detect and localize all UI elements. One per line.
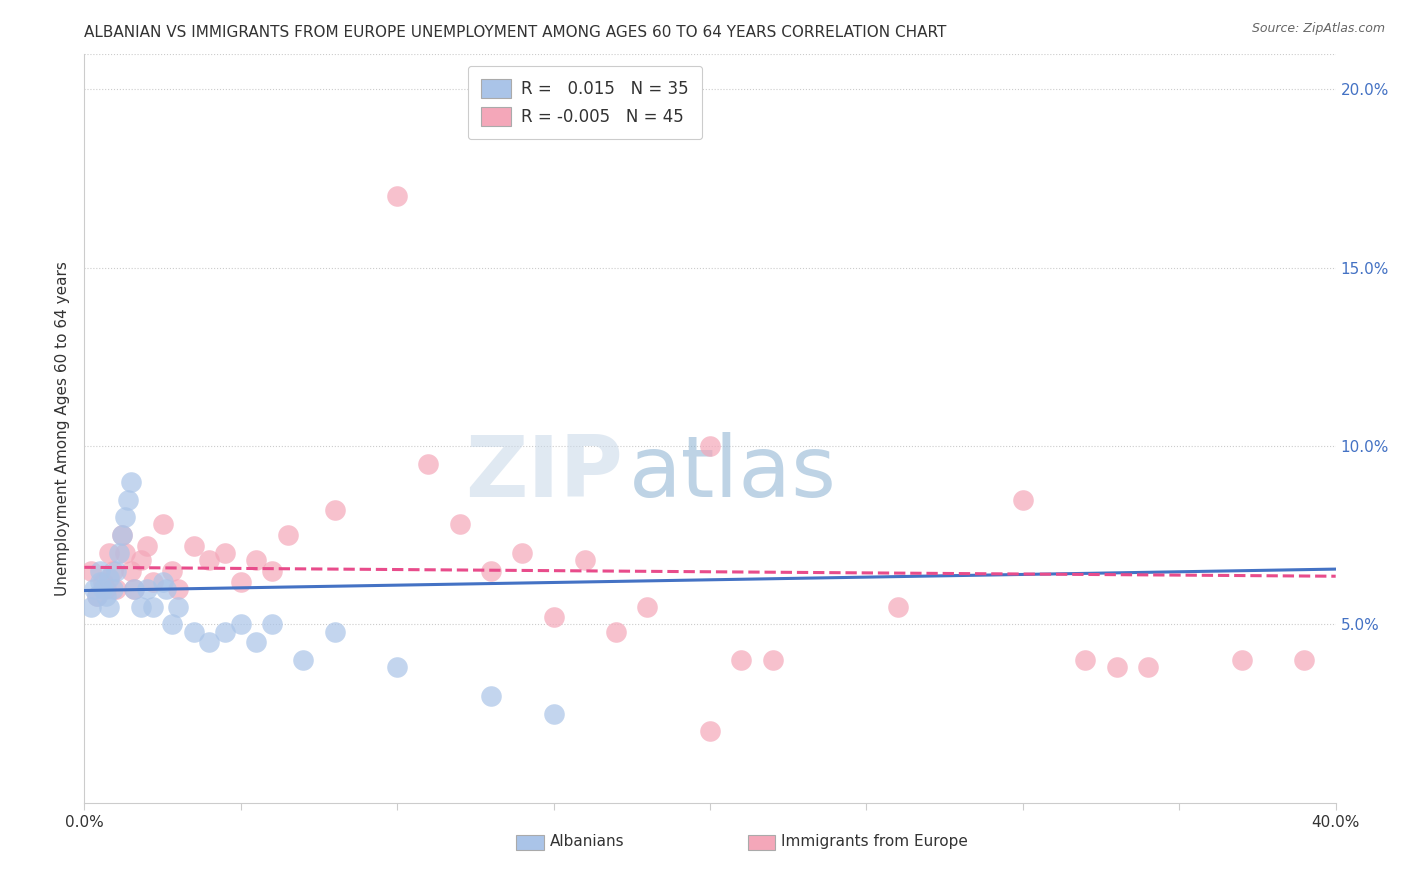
Albanians xyxy=(117,492,139,507)
Immigrants from Europe xyxy=(86,589,108,603)
Albanians xyxy=(98,599,121,614)
Albanians xyxy=(104,564,127,578)
Albanians xyxy=(124,582,146,596)
Albanians xyxy=(107,546,129,560)
Immigrants from Europe xyxy=(245,553,267,567)
Immigrants from Europe xyxy=(762,653,785,667)
Immigrants from Europe xyxy=(104,582,127,596)
FancyBboxPatch shape xyxy=(748,835,775,850)
Immigrants from Europe xyxy=(605,624,627,639)
Immigrants from Europe xyxy=(1230,653,1253,667)
Albanians xyxy=(111,528,134,542)
Immigrants from Europe xyxy=(91,574,114,589)
Albanians xyxy=(86,589,108,603)
Immigrants from Europe xyxy=(887,599,910,614)
Albanians xyxy=(136,582,159,596)
Albanians xyxy=(114,510,136,524)
Albanians xyxy=(79,599,101,614)
Text: Source: ZipAtlas.com: Source: ZipAtlas.com xyxy=(1251,22,1385,36)
Immigrants from Europe xyxy=(262,564,284,578)
Albanians xyxy=(120,475,142,489)
Albanians xyxy=(543,706,565,721)
Immigrants from Europe xyxy=(730,653,752,667)
Immigrants from Europe xyxy=(214,546,236,560)
Text: Immigrants from Europe: Immigrants from Europe xyxy=(782,833,969,848)
Immigrants from Europe xyxy=(1136,660,1159,674)
Albanians xyxy=(292,653,315,667)
Immigrants from Europe xyxy=(479,564,502,578)
Albanians xyxy=(214,624,236,639)
Albanians xyxy=(229,617,252,632)
Immigrants from Europe xyxy=(699,439,721,453)
Immigrants from Europe xyxy=(574,553,596,567)
Immigrants from Europe xyxy=(323,503,346,517)
Immigrants from Europe xyxy=(160,564,183,578)
Immigrants from Europe xyxy=(129,553,152,567)
Immigrants from Europe xyxy=(114,546,136,560)
Immigrants from Europe xyxy=(136,539,159,553)
Immigrants from Europe xyxy=(111,528,134,542)
FancyBboxPatch shape xyxy=(516,835,544,850)
Albanians xyxy=(155,582,177,596)
Legend: R =   0.015   N = 35, R = -0.005   N = 45: R = 0.015 N = 35, R = -0.005 N = 45 xyxy=(468,66,702,139)
Immigrants from Europe xyxy=(120,564,142,578)
Immigrants from Europe xyxy=(79,564,101,578)
Y-axis label: Unemployment Among Ages 60 to 64 years: Unemployment Among Ages 60 to 64 years xyxy=(55,260,70,596)
Immigrants from Europe xyxy=(96,582,118,596)
Albanians xyxy=(385,660,409,674)
Immigrants from Europe xyxy=(449,517,471,532)
Immigrants from Europe xyxy=(229,574,252,589)
Immigrants from Europe xyxy=(1294,653,1316,667)
Albanians xyxy=(129,599,152,614)
Albanians xyxy=(183,624,205,639)
Immigrants from Europe xyxy=(1105,660,1128,674)
Immigrants from Europe xyxy=(385,189,409,203)
Immigrants from Europe xyxy=(183,539,205,553)
Text: ZIP: ZIP xyxy=(465,432,623,515)
Immigrants from Europe xyxy=(277,528,299,542)
Immigrants from Europe xyxy=(1012,492,1035,507)
Albanians xyxy=(198,635,221,649)
Albanians xyxy=(83,582,105,596)
Immigrants from Europe xyxy=(418,457,440,471)
Immigrants from Europe xyxy=(637,599,659,614)
Immigrants from Europe xyxy=(512,546,534,560)
Immigrants from Europe xyxy=(124,582,146,596)
Albanians xyxy=(142,599,165,614)
Albanians xyxy=(91,582,114,596)
Immigrants from Europe xyxy=(543,610,565,624)
Immigrants from Europe xyxy=(167,582,190,596)
Immigrants from Europe xyxy=(101,564,124,578)
Albanians xyxy=(98,571,121,585)
Immigrants from Europe xyxy=(152,517,174,532)
Albanians xyxy=(479,689,502,703)
Albanians xyxy=(245,635,267,649)
Text: ALBANIAN VS IMMIGRANTS FROM EUROPE UNEMPLOYMENT AMONG AGES 60 TO 64 YEARS CORREL: ALBANIAN VS IMMIGRANTS FROM EUROPE UNEMP… xyxy=(84,25,946,40)
Immigrants from Europe xyxy=(198,553,221,567)
Albanians xyxy=(167,599,190,614)
Albanians xyxy=(89,574,111,589)
Albanians xyxy=(96,589,118,603)
Albanians xyxy=(89,564,111,578)
Text: atlas: atlas xyxy=(628,432,837,515)
Albanians xyxy=(160,617,183,632)
Immigrants from Europe xyxy=(1074,653,1097,667)
Immigrants from Europe xyxy=(98,546,121,560)
Text: Albanians: Albanians xyxy=(550,833,624,848)
Albanians xyxy=(101,582,124,596)
Albanians xyxy=(323,624,346,639)
Albanians xyxy=(262,617,284,632)
Immigrants from Europe xyxy=(699,724,721,739)
Albanians xyxy=(152,574,174,589)
Immigrants from Europe xyxy=(142,574,165,589)
